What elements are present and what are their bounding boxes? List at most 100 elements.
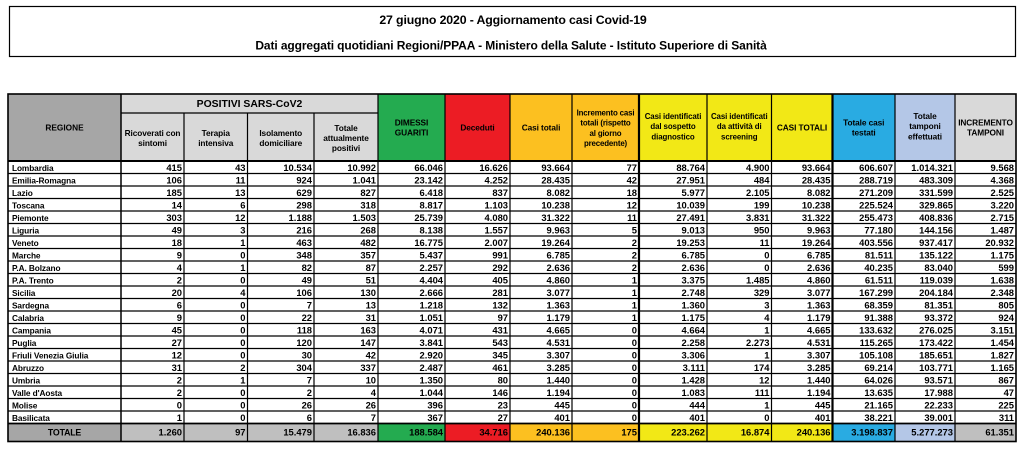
svg-text:6: 6 bbox=[177, 299, 182, 310]
svg-text:331.599: 331.599 bbox=[919, 187, 953, 198]
svg-text:111: 111 bbox=[755, 387, 770, 398]
svg-text:337: 337 bbox=[360, 362, 376, 373]
svg-text:1.428: 1.428 bbox=[682, 374, 705, 385]
svg-text:1.218: 1.218 bbox=[420, 299, 443, 310]
svg-text:204.184: 204.184 bbox=[919, 287, 954, 298]
svg-text:303: 303 bbox=[166, 212, 182, 223]
svg-text:0: 0 bbox=[240, 312, 245, 323]
svg-text:144.156: 144.156 bbox=[919, 224, 953, 235]
svg-text:Abruzzo: Abruzzo bbox=[12, 363, 44, 373]
svg-text:6.418: 6.418 bbox=[420, 187, 443, 198]
svg-text:51: 51 bbox=[366, 274, 376, 285]
svg-text:175: 175 bbox=[621, 426, 637, 437]
svg-text:Basilicata: Basilicata bbox=[12, 413, 50, 423]
svg-text:173.422: 173.422 bbox=[919, 337, 953, 348]
svg-text:6.785: 6.785 bbox=[682, 249, 705, 260]
svg-text:Casi identificati: Casi identificati bbox=[711, 112, 768, 121]
svg-text:3: 3 bbox=[240, 224, 245, 235]
svg-text:13: 13 bbox=[235, 187, 245, 198]
svg-text:Molise: Molise bbox=[12, 400, 38, 410]
svg-text:Dati aggregati quotidiani Regi: Dati aggregati quotidiani Regioni/PPAA -… bbox=[255, 39, 767, 53]
svg-text:606.607: 606.607 bbox=[859, 162, 893, 173]
svg-text:93.372: 93.372 bbox=[924, 312, 953, 323]
svg-text:268: 268 bbox=[360, 224, 376, 235]
svg-text:8.082: 8.082 bbox=[547, 187, 570, 198]
svg-text:97: 97 bbox=[498, 312, 508, 323]
svg-text:0: 0 bbox=[240, 387, 245, 398]
svg-text:31.322: 31.322 bbox=[802, 212, 831, 223]
svg-text:3.306: 3.306 bbox=[682, 349, 705, 360]
svg-text:7: 7 bbox=[307, 374, 312, 385]
svg-text:2.636: 2.636 bbox=[807, 262, 830, 273]
svg-text:5.277.273: 5.277.273 bbox=[911, 426, 953, 437]
svg-text:1: 1 bbox=[632, 274, 637, 285]
svg-text:28.435: 28.435 bbox=[802, 174, 831, 185]
svg-text:3.831: 3.831 bbox=[746, 212, 769, 223]
svg-text:1.485: 1.485 bbox=[746, 274, 769, 285]
svg-text:Sicilia: Sicilia bbox=[12, 288, 36, 298]
svg-text:147: 147 bbox=[360, 337, 376, 348]
svg-text:408.836: 408.836 bbox=[919, 212, 953, 223]
svg-text:12: 12 bbox=[759, 374, 769, 385]
svg-text:1.194: 1.194 bbox=[547, 387, 571, 398]
svg-text:1: 1 bbox=[632, 287, 637, 298]
svg-text:26: 26 bbox=[366, 399, 376, 410]
svg-text:1.638: 1.638 bbox=[991, 274, 1014, 285]
svg-text:TOTALE: TOTALE bbox=[48, 427, 82, 437]
svg-text:9.963: 9.963 bbox=[807, 224, 830, 235]
svg-text:Umbria: Umbria bbox=[12, 375, 40, 385]
svg-text:49: 49 bbox=[302, 274, 312, 285]
svg-text:2: 2 bbox=[177, 387, 182, 398]
svg-text:329.865: 329.865 bbox=[919, 199, 953, 210]
svg-text:276.025: 276.025 bbox=[919, 324, 953, 335]
svg-text:8.138: 8.138 bbox=[420, 224, 443, 235]
svg-text:2: 2 bbox=[632, 249, 637, 260]
svg-text:415: 415 bbox=[166, 162, 182, 173]
svg-text:4.080: 4.080 bbox=[485, 212, 508, 223]
svg-text:3: 3 bbox=[764, 299, 769, 310]
svg-text:115.265: 115.265 bbox=[860, 337, 893, 348]
svg-text:0: 0 bbox=[177, 399, 182, 410]
svg-text:167.299: 167.299 bbox=[859, 287, 893, 298]
svg-text:1.487: 1.487 bbox=[991, 224, 1014, 235]
svg-text:288.719: 288.719 bbox=[859, 174, 893, 185]
svg-text:6.785: 6.785 bbox=[807, 249, 830, 260]
svg-text:83.040: 83.040 bbox=[924, 262, 953, 273]
svg-text:15.479: 15.479 bbox=[283, 426, 312, 437]
svg-text:2.105: 2.105 bbox=[746, 187, 769, 198]
svg-text:Deceduti: Deceduti bbox=[460, 122, 494, 132]
svg-text:105.108: 105.108 bbox=[859, 349, 893, 360]
svg-text:119.039: 119.039 bbox=[920, 274, 953, 285]
svg-text:12: 12 bbox=[172, 349, 182, 360]
svg-text:991: 991 bbox=[492, 249, 508, 260]
svg-text:867: 867 bbox=[998, 374, 1014, 385]
svg-text:7: 7 bbox=[307, 299, 312, 310]
svg-text:950: 950 bbox=[754, 224, 770, 235]
svg-text:23: 23 bbox=[498, 399, 508, 410]
svg-text:3.285: 3.285 bbox=[547, 362, 570, 373]
svg-text:199: 199 bbox=[754, 199, 770, 210]
svg-text:diagnostico: diagnostico bbox=[651, 132, 694, 141]
svg-text:77.180: 77.180 bbox=[864, 224, 893, 235]
svg-text:4.665: 4.665 bbox=[807, 324, 830, 335]
svg-text:132: 132 bbox=[492, 299, 508, 310]
svg-text:30: 30 bbox=[302, 349, 312, 360]
svg-text:1.041: 1.041 bbox=[353, 174, 376, 185]
svg-text:Liguria: Liguria bbox=[12, 225, 39, 235]
svg-text:0: 0 bbox=[632, 412, 637, 423]
svg-text:5.437: 5.437 bbox=[420, 249, 443, 260]
svg-text:445: 445 bbox=[815, 399, 831, 410]
svg-text:1.363: 1.363 bbox=[547, 299, 570, 310]
svg-text:348: 348 bbox=[296, 249, 312, 260]
svg-text:Veneto: Veneto bbox=[12, 238, 39, 248]
svg-text:61.351: 61.351 bbox=[985, 426, 1014, 437]
svg-text:1.827: 1.827 bbox=[991, 349, 1014, 360]
svg-text:27 giugno 2020 - Aggiornamento: 27 giugno 2020 - Aggiornamento casi Covi… bbox=[379, 13, 647, 27]
svg-text:9: 9 bbox=[177, 312, 182, 323]
svg-text:2.748: 2.748 bbox=[682, 287, 705, 298]
svg-text:3.375: 3.375 bbox=[682, 274, 705, 285]
svg-text:totali (rispetto: totali (rispetto bbox=[580, 119, 631, 128]
svg-text:174: 174 bbox=[754, 362, 770, 373]
svg-text:testati: testati bbox=[852, 128, 876, 138]
svg-text:97: 97 bbox=[235, 426, 245, 437]
